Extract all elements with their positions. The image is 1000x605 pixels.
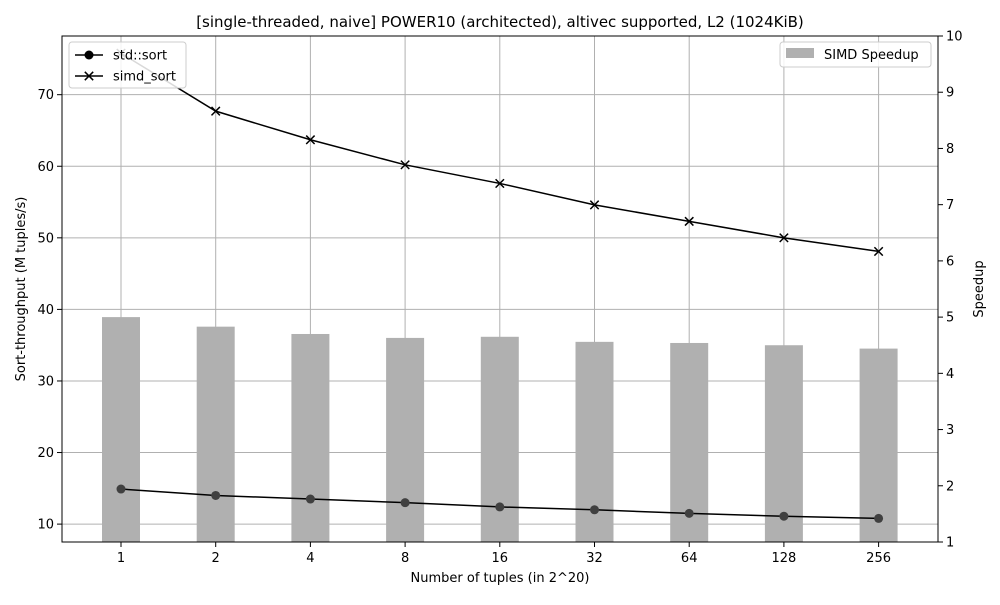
x-tick-label: 4 [306, 551, 314, 566]
legend-label: SIMD Speedup [824, 48, 919, 63]
point-simd-sort-128 [779, 233, 789, 243]
legend-swatch [786, 48, 814, 58]
right-y-axis-label: Speedup [972, 260, 987, 317]
chart-title: [single-threaded, naive] POWER10 (archit… [196, 13, 804, 31]
right-y-tick-label: 1 [946, 536, 954, 551]
point-simd-sort-256 [873, 246, 884, 257]
left-y-tick-label: 10 [37, 518, 54, 533]
legend-marker-o [84, 50, 94, 60]
left-y-axis-label: Sort-throughput (M tuples/s) [14, 197, 29, 382]
point-std-sort-64 [684, 508, 694, 518]
point-std-sort-32 [590, 505, 599, 515]
left-y-tick-label: 30 [37, 374, 54, 389]
right-y-tick-label: 7 [946, 198, 954, 213]
point-std-sort-256 [874, 513, 884, 523]
legend-right-box [779, 41, 932, 68]
point-std-sort-8 [400, 498, 410, 508]
right-y-tick-label: 4 [946, 367, 954, 382]
point-simd-sort-32 [589, 200, 600, 210]
legend-right: SIMD Speedup [779, 41, 932, 68]
series-std-sort [116, 484, 884, 523]
point-simd-sort-64 [684, 216, 694, 227]
point-std-sort-16 [495, 502, 505, 512]
x-tick-label: 128 [771, 551, 796, 566]
right-y-tick-label: 5 [946, 311, 954, 326]
left-y-tick-label: 40 [37, 303, 54, 318]
point-simd-sort-2 [210, 106, 221, 116]
x-tick-label: 8 [401, 551, 409, 566]
x-tick-label: 256 [866, 551, 891, 566]
right-y-tick-label: 8 [946, 142, 954, 157]
x-tick-label: 32 [586, 551, 603, 566]
x-tick-label: 1 [117, 551, 125, 566]
x-axis: 1 2 4 8 16 32 64 128 256 [117, 542, 891, 566]
point-simd-sort-8 [400, 160, 410, 170]
right-y-tick-label: 10 [946, 30, 963, 45]
point-std-sort-128 [779, 511, 789, 521]
left-y-tick-label: 20 [37, 446, 54, 461]
right-y-tick-label: 2 [946, 479, 954, 494]
legend-label: std::sort [113, 49, 167, 64]
grid-lines [62, 36, 938, 542]
point-std-sort-2 [211, 490, 221, 500]
right-y-tick-label: 6 [946, 254, 954, 269]
left-y-tick-label: 60 [37, 160, 54, 175]
x-tick-label: 64 [681, 551, 698, 566]
x-axis-label: Number of tuples (in 2^20) [411, 571, 590, 586]
point-std-sort-4 [305, 494, 315, 504]
left-y-tick-label: 50 [37, 231, 54, 246]
left-y-axis: 10 20 30 40 50 60 70 [37, 88, 62, 533]
series-lines [116, 48, 884, 523]
legend-marker-x [84, 71, 94, 81]
x-tick-label: 16 [492, 551, 509, 566]
point-std-sort-1 [116, 484, 126, 494]
right-y-tick-label: 3 [946, 423, 954, 438]
legend-label: simd_sort [113, 70, 176, 85]
right-y-axis: 1 2 3 4 5 6 7 8 9 10 [938, 30, 963, 551]
x-tick-label: 2 [212, 551, 220, 566]
point-simd-sort-4 [305, 135, 316, 145]
point-simd-sort-16 [495, 178, 505, 189]
left-y-tick-label: 70 [37, 88, 54, 103]
right-y-tick-label: 9 [946, 86, 954, 101]
